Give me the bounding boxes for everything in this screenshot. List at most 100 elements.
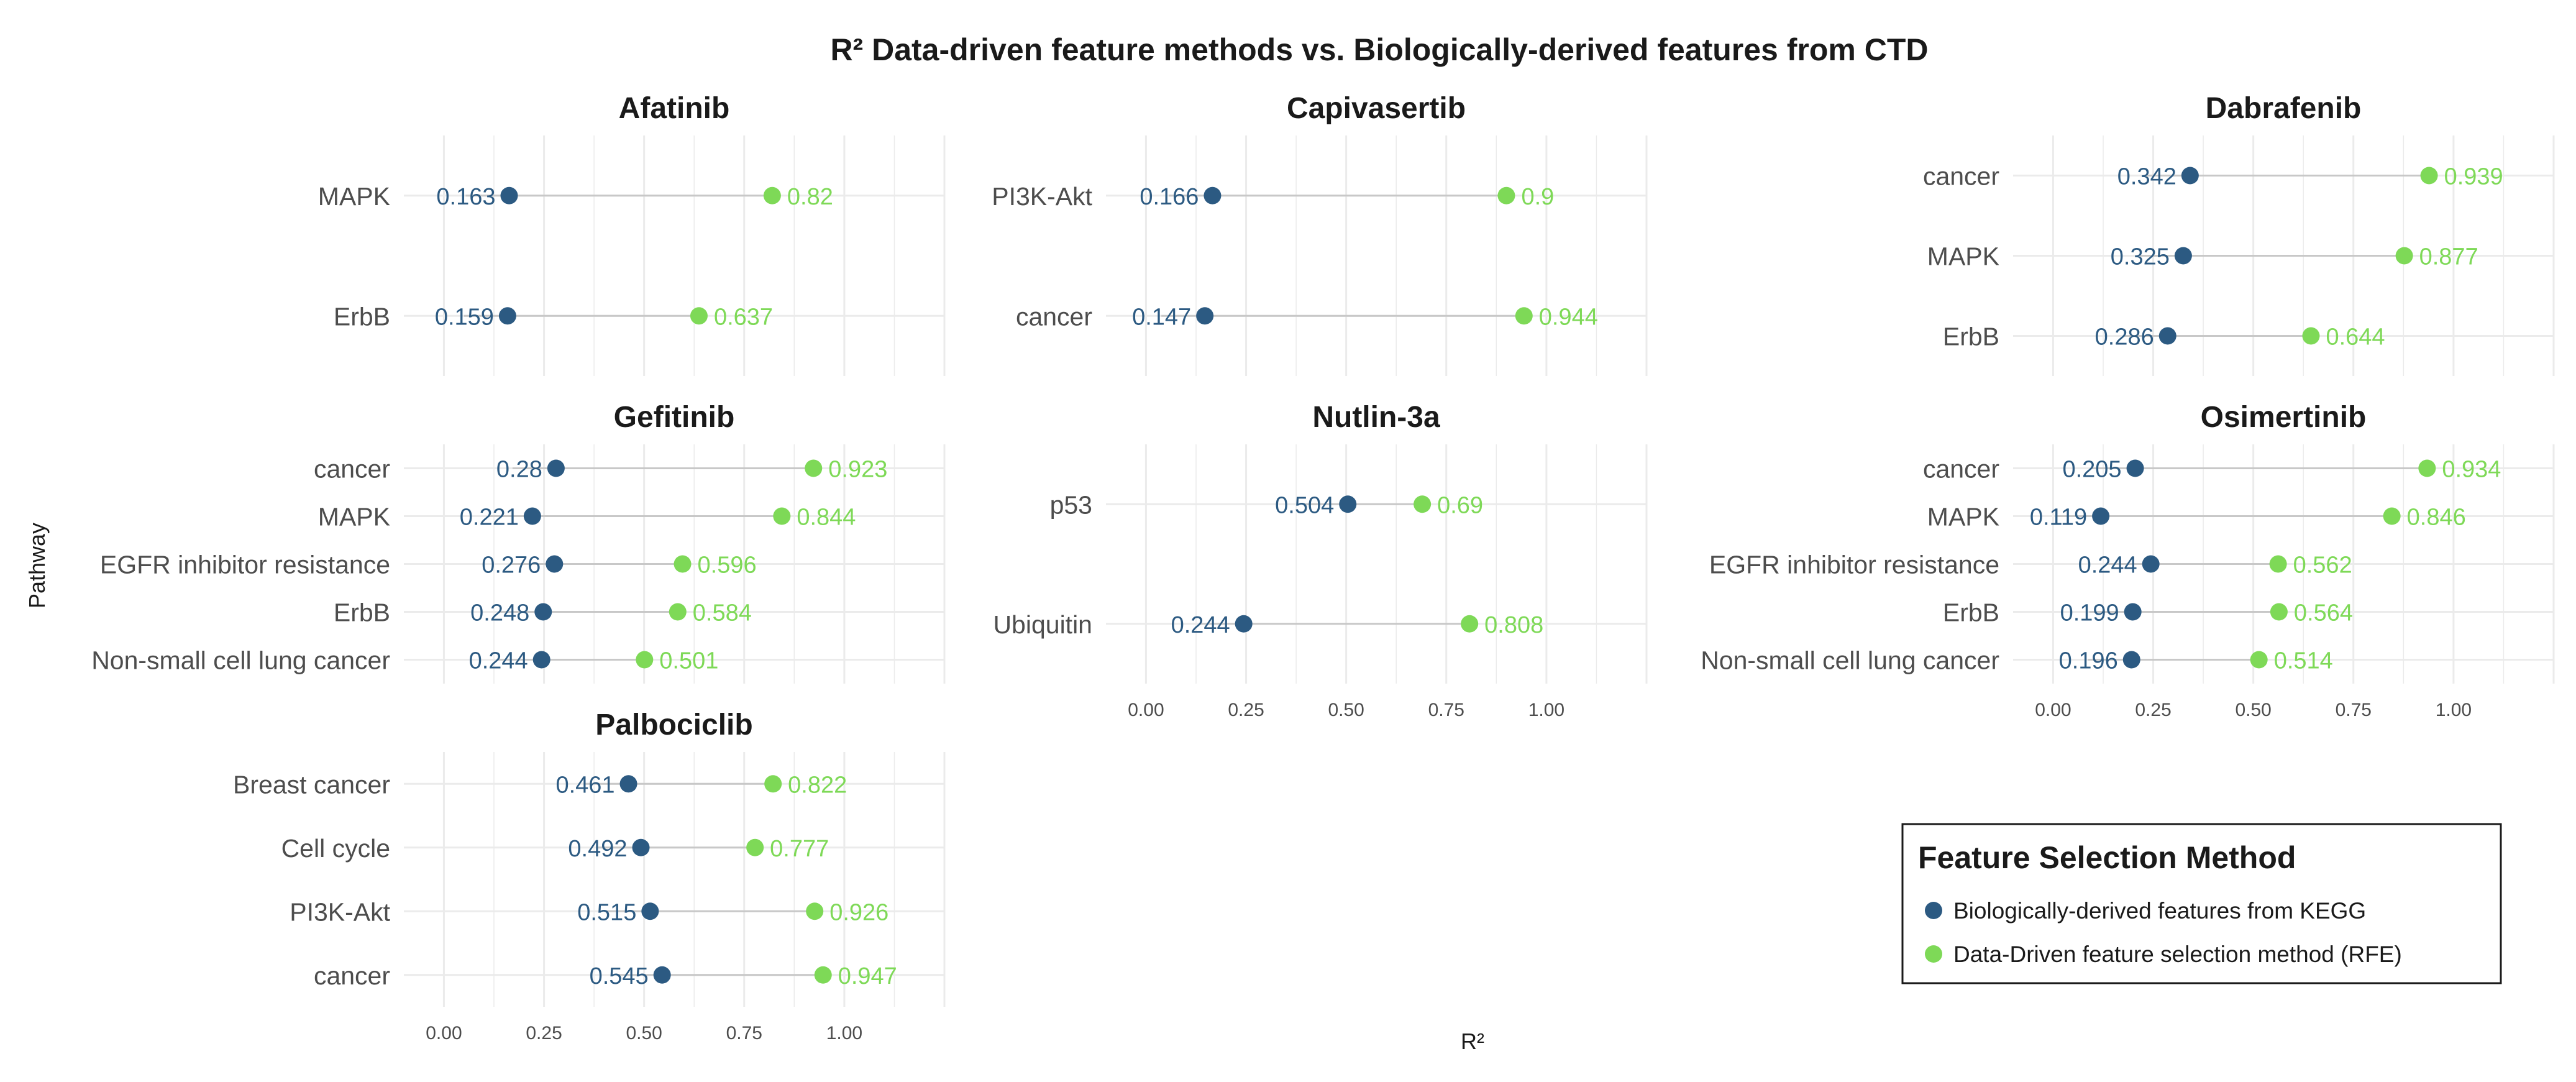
kegg-value-label: 0.196 xyxy=(2059,648,2118,674)
kegg-value-label: 0.461 xyxy=(555,772,614,798)
rfe-point xyxy=(805,459,823,477)
panel-dabrafenib: Dabrafenib cancer 0.342 0.939 MAPK 0.325 0.877… xyxy=(1923,92,2555,376)
pathway-label: MAPK xyxy=(1927,503,1999,531)
rfe-value-label: 0.877 xyxy=(2419,244,2478,270)
rfe-value-label: 0.844 xyxy=(797,505,856,531)
x-tick-label: 1.00 xyxy=(1528,700,1564,720)
x-tick-label: 1.00 xyxy=(2436,700,2472,720)
panel-osimertinib: Osimertinib 0.00 0.25 0.50 0.75 1.00 cancer 0.2… xyxy=(1701,401,2555,720)
rfe-point xyxy=(2302,327,2320,345)
x-tick-label: 0.25 xyxy=(526,1023,562,1043)
kegg-point xyxy=(534,603,552,621)
rfe-point xyxy=(1461,615,1479,633)
legend-swatch-kegg xyxy=(1925,902,1942,919)
kegg-value-label: 0.163 xyxy=(436,184,495,210)
x-tick-label: 0.00 xyxy=(2035,700,2071,720)
panel-title: Palbociclib xyxy=(595,708,752,741)
panel-title: Capivasertib xyxy=(1287,92,1466,125)
kegg-value-label: 0.342 xyxy=(2117,164,2176,190)
pathway-label: ErbB xyxy=(1943,323,1999,351)
kegg-point xyxy=(523,507,541,525)
kegg-point xyxy=(2142,555,2160,573)
rfe-value-label: 0.501 xyxy=(659,648,718,674)
pathway-label: Cell cycle xyxy=(281,834,390,863)
y-axis-title: Pathway xyxy=(24,523,50,608)
kegg-value-label: 0.244 xyxy=(469,648,528,674)
x-tick-label: 0.50 xyxy=(626,1023,662,1043)
pathway-label: Breast cancer xyxy=(233,770,390,799)
kegg-point xyxy=(2181,167,2199,185)
rfe-value-label: 0.939 xyxy=(2444,164,2503,190)
kegg-point xyxy=(1235,615,1253,633)
rfe-value-label: 0.947 xyxy=(838,963,897,989)
panel-title: Afatinib xyxy=(619,92,730,125)
kegg-value-label: 0.205 xyxy=(2062,457,2121,483)
rfe-point xyxy=(690,307,708,325)
kegg-value-label: 0.325 xyxy=(2111,244,2170,270)
pathway-label: PI3K-Akt xyxy=(992,182,1092,211)
pathway-label: Non-small cell lung cancer xyxy=(91,646,390,675)
x-tick-label: 0.00 xyxy=(426,1023,462,1043)
rfe-point xyxy=(2250,651,2268,669)
kegg-value-label: 0.276 xyxy=(482,552,541,579)
x-axis-title: R² xyxy=(1461,1029,1484,1054)
rfe-point xyxy=(2420,167,2438,185)
kegg-point xyxy=(500,186,518,204)
kegg-point xyxy=(2092,507,2110,525)
x-tick-label: 0.25 xyxy=(2135,700,2171,720)
kegg-value-label: 0.492 xyxy=(568,836,627,862)
rfe-point xyxy=(746,838,764,856)
panel-afatinib: Afatinib MAPK 0.163 0.82 ErbB 0.159 0.637 xyxy=(318,92,946,376)
x-tick-label: 0.75 xyxy=(726,1023,762,1043)
pathway-label: cancer xyxy=(314,961,390,990)
kegg-value-label: 0.221 xyxy=(460,505,519,531)
chart-title: R² Data-driven feature methods vs. Biolo… xyxy=(830,32,1928,67)
rfe-point xyxy=(764,775,782,793)
pathway-label: Non-small cell lung cancer xyxy=(1701,646,1999,675)
pathway-label: ErbB xyxy=(334,598,390,627)
legend: Feature Selection Method Biologically-der… xyxy=(1901,823,2502,984)
rfe-value-label: 0.562 xyxy=(2293,552,2352,579)
rfe-point xyxy=(669,603,687,621)
rfe-point xyxy=(2418,459,2436,477)
rfe-value-label: 0.514 xyxy=(2274,648,2333,674)
kegg-point xyxy=(619,775,637,793)
kegg-value-label: 0.147 xyxy=(1132,304,1191,330)
kegg-value-label: 0.166 xyxy=(1140,184,1199,210)
legend-title: Feature Selection Method xyxy=(1918,840,2296,875)
pathway-label: MAPK xyxy=(318,182,390,211)
kegg-point xyxy=(641,902,659,920)
pathway-label: MAPK xyxy=(318,503,390,531)
x-tick-label: 0.50 xyxy=(2235,700,2271,720)
kegg-point xyxy=(1196,307,1214,325)
kegg-point xyxy=(2124,603,2142,621)
kegg-point xyxy=(498,307,516,325)
kegg-value-label: 0.159 xyxy=(435,304,494,330)
kegg-point xyxy=(2126,459,2144,477)
kegg-value-label: 0.119 xyxy=(2030,505,2087,531)
kegg-value-label: 0.244 xyxy=(1171,612,1230,638)
pathway-label: ErbB xyxy=(1943,598,1999,627)
rfe-value-label: 0.822 xyxy=(788,772,847,798)
pathway-label: cancer xyxy=(1923,455,1999,484)
legend-label-kegg: Biologically-derived features from KEGG xyxy=(1953,898,2366,924)
pathway-label: MAPK xyxy=(1927,242,1999,271)
rfe-value-label: 0.923 xyxy=(828,457,887,483)
rfe-value-label: 0.777 xyxy=(770,836,829,862)
legend-label-rfe: Data-Driven feature selection method (RF… xyxy=(1953,942,2402,967)
x-tick-label: 0.75 xyxy=(2336,700,2372,720)
rfe-value-label: 0.944 xyxy=(1539,304,1598,330)
rfe-value-label: 0.564 xyxy=(2294,600,2353,626)
legend-box xyxy=(1901,823,2502,984)
rfe-value-label: 0.934 xyxy=(2442,457,2501,483)
kegg-value-label: 0.248 xyxy=(470,600,529,626)
x-tick-label: 0.25 xyxy=(1228,700,1264,720)
pathway-label: cancer xyxy=(1016,302,1092,331)
pathway-label: EGFR inhibitor resistance xyxy=(100,551,390,579)
x-tick-label: 0.50 xyxy=(1328,700,1364,720)
kegg-point xyxy=(2158,327,2176,345)
rfe-value-label: 0.644 xyxy=(2326,324,2385,351)
kegg-value-label: 0.286 xyxy=(2095,324,2154,351)
panel-capivasertib: Capivasertib PI3K-Akt 0.166 0.9 cancer 0.147 0… xyxy=(992,92,1648,376)
